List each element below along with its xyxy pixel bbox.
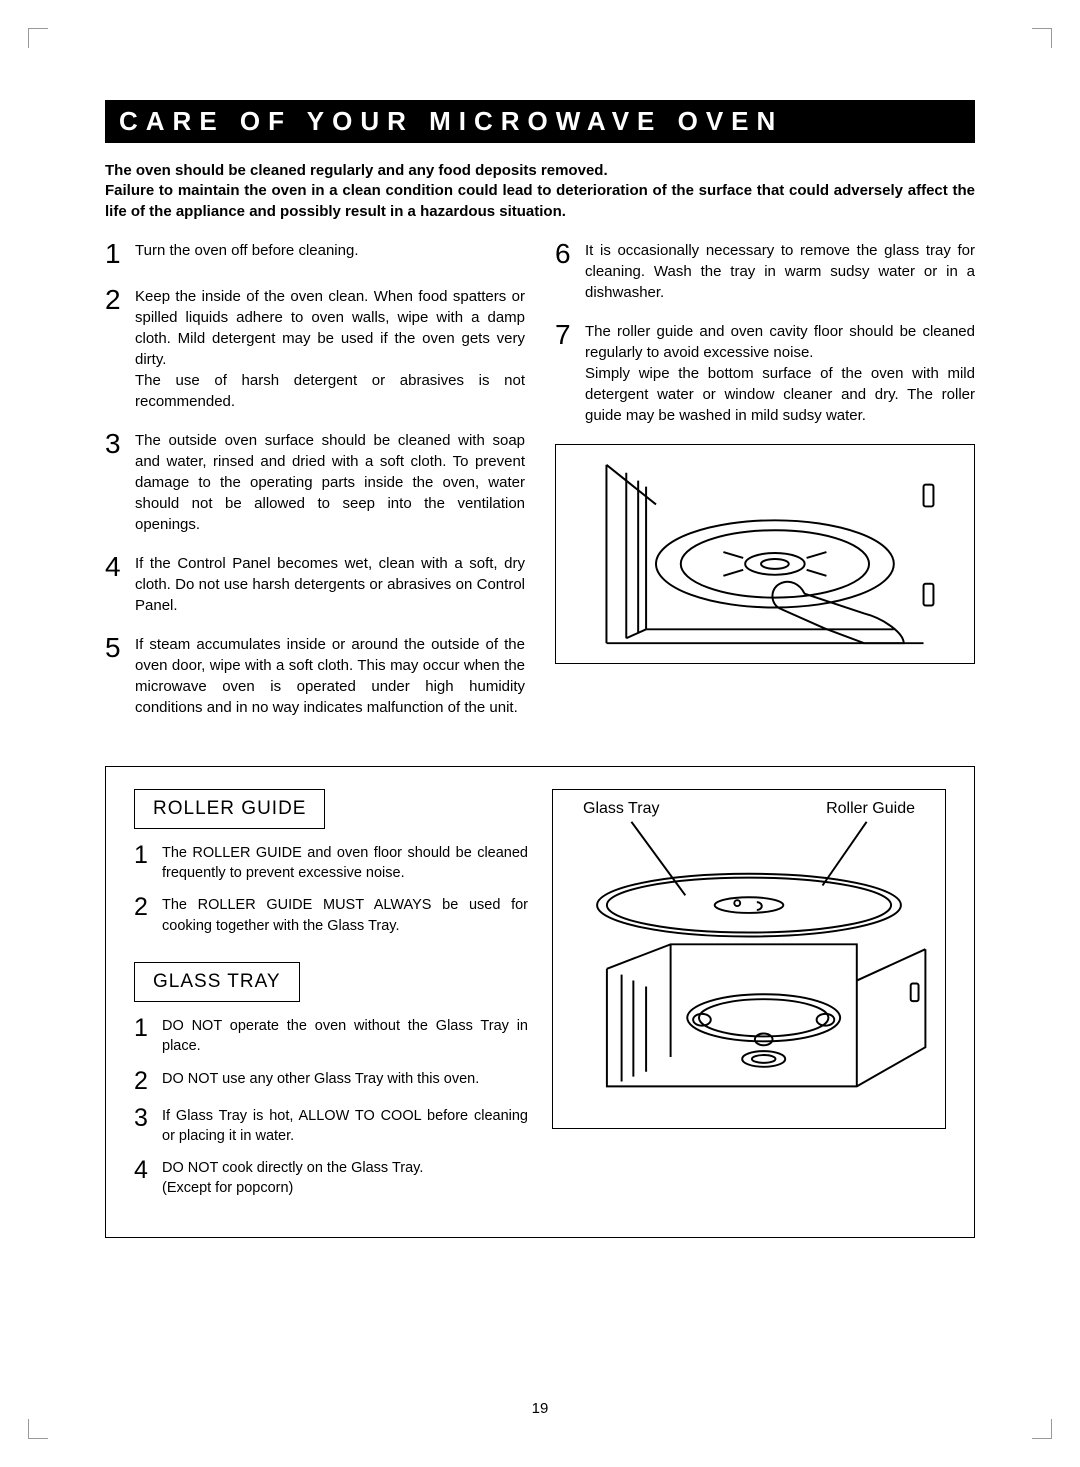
roller-guide-heading: ROLLER GUIDE <box>134 789 325 829</box>
page-title: CARE OF YOUR MICROWAVE OVEN <box>105 100 975 143</box>
item-number: 2 <box>134 895 162 936</box>
page-number: 19 <box>0 1400 1080 1417</box>
list-item: 3If Glass Tray is hot, ALLOW TO COOL bef… <box>134 1106 528 1147</box>
item-text: The ROLLER GUIDE MUST ALWAYS be used for… <box>162 895 528 936</box>
item-number: 4 <box>105 553 135 616</box>
list-item: 7The roller guide and oven cavity floor … <box>555 321 975 426</box>
glass-tray-heading: GLASS TRAY <box>134 962 300 1002</box>
item-number: 3 <box>134 1106 162 1147</box>
left-column: 1Turn the oven off before cleaning.2Keep… <box>105 240 525 736</box>
item-number: 7 <box>555 321 585 426</box>
roller-guide-label: Roller Guide <box>826 800 915 818</box>
item-text: If steam accumulates inside or around th… <box>135 634 525 718</box>
right-column: 6It is occasionally necessary to remove … <box>555 240 975 736</box>
box-left-column: ROLLER GUIDE 1The ROLLER GUIDE and oven … <box>134 789 528 1211</box>
item-text: It is occasionally necessary to remove t… <box>585 240 975 303</box>
item-number: 2 <box>105 286 135 412</box>
box-right-column: Glass Tray Roller Guide <box>552 789 946 1211</box>
list-item: 1The ROLLER GUIDE and oven floor should … <box>134 843 528 884</box>
item-text: DO NOT cook directly on the Glass Tray.(… <box>162 1158 423 1199</box>
item-number: 5 <box>105 634 135 718</box>
intro-line: Failure to maintain the oven in a clean … <box>105 182 975 219</box>
item-text: If Glass Tray is hot, ALLOW TO COOL befo… <box>162 1106 528 1147</box>
crop-mark-icon <box>28 1419 48 1439</box>
two-column-layout: 1Turn the oven off before cleaning.2Keep… <box>105 240 975 736</box>
item-number: 1 <box>134 1016 162 1057</box>
item-number: 1 <box>105 240 135 268</box>
item-text: Turn the oven off before cleaning. <box>135 240 358 268</box>
crop-mark-icon <box>1032 1419 1052 1439</box>
item-number: 3 <box>105 430 135 535</box>
item-text: If the Control Panel becomes wet, clean … <box>135 553 525 616</box>
roller-glass-box: ROLLER GUIDE 1The ROLLER GUIDE and oven … <box>105 766 975 1238</box>
item-number: 4 <box>134 1158 162 1199</box>
intro-warning: The oven should be cleaned regularly and… <box>105 161 975 222</box>
item-text: The roller guide and oven cavity floor s… <box>585 321 975 426</box>
item-text: DO NOT use any other Glass Tray with thi… <box>162 1069 479 1094</box>
list-item: 6It is occasionally necessary to remove … <box>555 240 975 303</box>
list-item: 5If steam accumulates inside or around t… <box>105 634 525 718</box>
roller-glass-diagram: Glass Tray Roller Guide <box>552 789 946 1129</box>
list-item: 2The ROLLER GUIDE MUST ALWAYS be used fo… <box>134 895 528 936</box>
list-item: 1Turn the oven off before cleaning. <box>105 240 525 268</box>
list-item: 2Keep the inside of the oven clean. When… <box>105 286 525 412</box>
list-item: 3The outside oven surface should be clea… <box>105 430 525 535</box>
item-text: The ROLLER GUIDE and oven floor should b… <box>162 843 528 884</box>
glass-tray-label: Glass Tray <box>583 800 659 818</box>
crop-mark-icon <box>1032 28 1052 48</box>
item-text: The outside oven surface should be clean… <box>135 430 525 535</box>
tray-removal-diagram <box>555 444 975 664</box>
item-number: 6 <box>555 240 585 303</box>
item-text: DO NOT operate the oven without the Glas… <box>162 1016 528 1057</box>
list-item: 2DO NOT use any other Glass Tray with th… <box>134 1069 528 1094</box>
crop-mark-icon <box>28 28 48 48</box>
list-item: 4DO NOT cook directly on the Glass Tray.… <box>134 1158 528 1199</box>
item-text: Keep the inside of the oven clean. When … <box>135 286 525 412</box>
manual-page: CARE OF YOUR MICROWAVE OVEN The oven sho… <box>0 0 1080 1467</box>
intro-line: The oven should be cleaned regularly and… <box>105 162 608 179</box>
item-number: 1 <box>134 843 162 884</box>
list-item: 4If the Control Panel becomes wet, clean… <box>105 553 525 616</box>
item-number: 2 <box>134 1069 162 1094</box>
list-item: 1DO NOT operate the oven without the Gla… <box>134 1016 528 1057</box>
